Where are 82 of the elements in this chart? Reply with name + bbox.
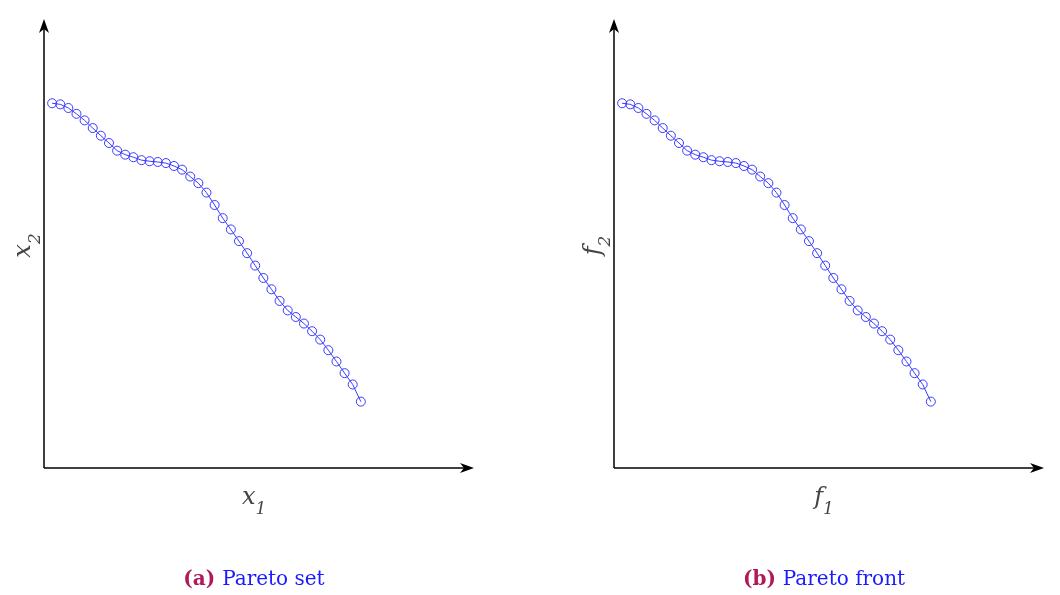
point <box>763 178 774 189</box>
point <box>79 115 90 126</box>
point <box>722 156 733 167</box>
point <box>698 152 709 163</box>
point <box>355 396 366 407</box>
point <box>225 224 236 235</box>
point <box>87 123 98 134</box>
point <box>185 171 196 182</box>
point <box>136 155 147 166</box>
point <box>877 326 888 337</box>
point <box>47 98 58 109</box>
point <box>120 149 131 160</box>
point <box>828 272 839 283</box>
point <box>274 295 285 306</box>
point <box>836 284 847 295</box>
point <box>323 345 334 356</box>
point <box>641 108 652 119</box>
point <box>258 272 269 283</box>
point <box>55 99 66 110</box>
point <box>738 160 749 171</box>
point <box>771 187 782 198</box>
point <box>803 236 814 247</box>
point <box>625 99 636 110</box>
point <box>657 123 668 134</box>
point <box>209 200 220 211</box>
point <box>682 145 693 156</box>
point <box>852 305 863 316</box>
point <box>168 160 179 171</box>
point <box>266 284 277 295</box>
point <box>315 334 326 345</box>
point <box>812 248 823 259</box>
point <box>868 318 879 329</box>
point <box>893 345 904 356</box>
point <box>665 130 676 141</box>
point <box>885 334 896 345</box>
text: (a) Pareto set <box>183 566 325 590</box>
x-axis-title: x$_{1}$ <box>241 482 267 518</box>
point <box>633 102 644 113</box>
point <box>714 156 725 167</box>
point <box>820 260 831 271</box>
point <box>347 379 358 390</box>
point <box>290 311 301 322</box>
point <box>690 149 701 160</box>
point <box>63 102 74 113</box>
point <box>787 213 798 224</box>
point <box>282 305 293 316</box>
point <box>339 368 350 379</box>
point <box>201 187 212 198</box>
point <box>193 178 204 189</box>
point <box>909 368 920 379</box>
x-axis-title: f$_{1}$ <box>812 482 834 518</box>
text: (b) Pareto front <box>742 566 906 590</box>
point <box>250 260 261 271</box>
point <box>217 213 228 224</box>
point <box>901 356 912 367</box>
point <box>844 295 855 306</box>
point <box>860 311 871 322</box>
point <box>177 164 188 175</box>
point <box>103 138 114 148</box>
point <box>144 156 155 167</box>
point <box>617 98 628 109</box>
point <box>673 138 684 148</box>
point <box>779 200 790 211</box>
point <box>152 156 163 167</box>
point <box>307 326 318 337</box>
point <box>706 155 717 166</box>
point <box>649 115 660 126</box>
point <box>730 158 741 169</box>
point <box>233 236 244 247</box>
point <box>95 130 106 141</box>
point <box>747 164 758 175</box>
point <box>128 152 139 163</box>
point <box>71 108 82 119</box>
point <box>298 318 309 329</box>
point <box>917 379 928 390</box>
point <box>755 171 766 182</box>
point <box>925 396 936 407</box>
point <box>795 224 806 235</box>
point <box>112 145 123 156</box>
point <box>242 248 253 259</box>
point <box>331 356 342 367</box>
point <box>160 158 171 169</box>
